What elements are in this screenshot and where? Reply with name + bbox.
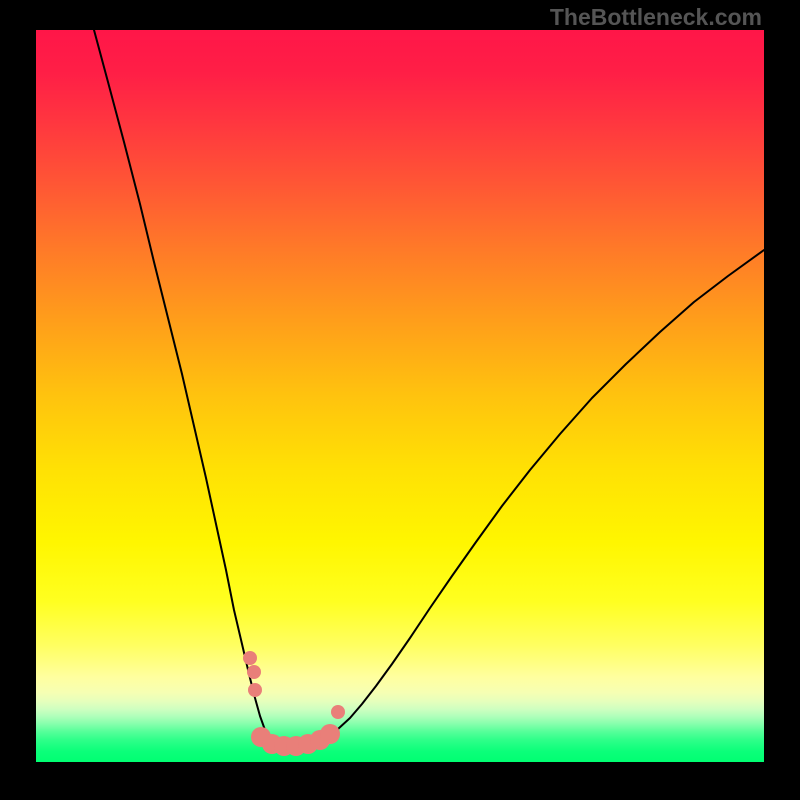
bottleneck-curve [94,30,300,746]
marker-dot [248,683,262,697]
marker-dot [243,651,257,665]
bottleneck-curve [300,250,764,745]
marker-dot [247,665,261,679]
watermark-text: TheBottleneck.com [550,4,762,31]
chart-svg-overlay [36,30,764,762]
chart-plot-area [36,30,764,762]
marker-dot [320,724,340,744]
marker-dot [331,705,345,719]
